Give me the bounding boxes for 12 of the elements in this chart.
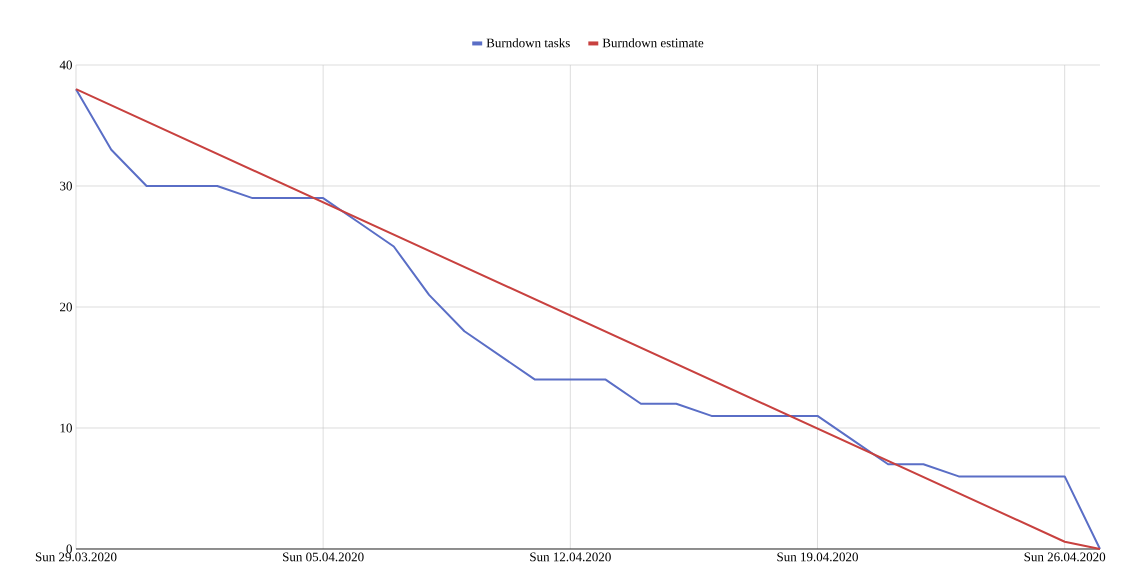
y-tick-label: 10	[60, 423, 72, 433]
y-tick-label: 40	[59, 60, 72, 70]
x-tick-label: Sun 26.04.2020	[1024, 552, 1106, 562]
y-tick-label: 0	[66, 544, 72, 554]
y-tick-label: 20	[60, 302, 72, 312]
y-tick-label: 30	[60, 181, 72, 191]
x-tick-label: Sun 12.04.2020	[530, 552, 611, 562]
legend-label: Burndown tasks	[486, 38, 570, 48]
x-tick-label: Sun 29.03.2020	[35, 552, 117, 562]
x-tick-label: Sun 05.04.2020	[283, 552, 364, 562]
x-tick-label: Sun 19.04.2020	[777, 552, 858, 562]
legend-label: Burndown estimate	[602, 38, 704, 48]
